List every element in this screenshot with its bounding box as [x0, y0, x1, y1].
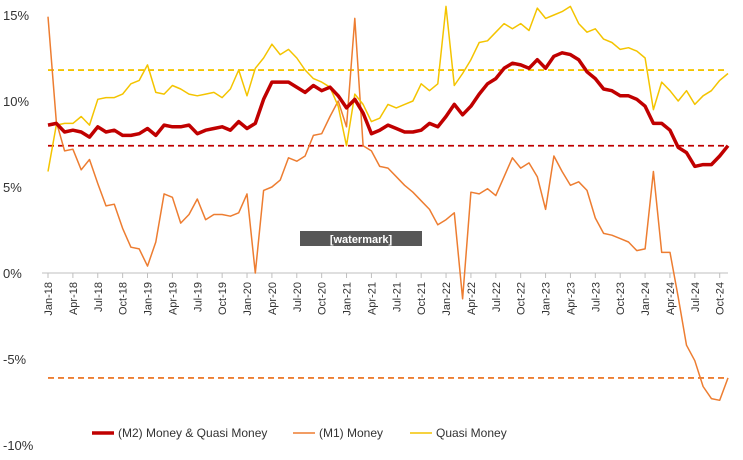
x-tick-label: Jul-20 — [292, 282, 304, 312]
x-tick-label: Apr-23 — [565, 282, 577, 315]
x-tick-label: Jul-24 — [690, 282, 702, 312]
x-axis-tick-labels: Jan-18 Apr-18 Jul-18 Oct-18 Jan-19 Apr-19 Jul-… — [43, 282, 727, 316]
series-line-m2 — [47, 51, 730, 169]
y-tick-label: -5% — [3, 352, 27, 367]
x-tick-label: Jan-20 — [242, 282, 254, 316]
x-tick-label: Jul-22 — [491, 282, 503, 312]
watermark-text: [watermark] — [330, 234, 393, 246]
x-tick-label: Jan-24 — [640, 282, 652, 316]
y-tick-label: 0% — [3, 266, 22, 281]
x-tick-label: Apr-19 — [167, 282, 179, 315]
legend-label: (M1) Money — [319, 426, 383, 440]
x-tick-label: Jan-21 — [342, 282, 354, 316]
x-tick-label: Oct-23 — [615, 282, 627, 315]
watermark-block — [300, 231, 422, 246]
y-axis-tick-labels: 15% 10% 5% 0% -5% -10% — [3, 8, 34, 453]
legend-item: (M2) Money & Quasi Money — [92, 426, 267, 440]
y-tick-label: 10% — [3, 94, 29, 109]
x-tick-label: Apr-22 — [466, 282, 478, 315]
x-tick-label: Apr-18 — [68, 282, 80, 315]
series-line-quasi-money — [47, 5, 729, 172]
x-tick-label: Apr-24 — [665, 282, 677, 315]
legend-item: (M1) Money — [293, 426, 383, 440]
x-tick-label: Apr-21 — [366, 282, 378, 315]
x-tick-label: Jan-22 — [441, 282, 453, 316]
x-tick-label: Jan-18 — [43, 282, 55, 316]
x-tick-label: Apr-20 — [267, 282, 279, 315]
y-tick-label: 15% — [3, 8, 29, 23]
x-tick-label: Jul-19 — [192, 282, 204, 312]
legend-label: Quasi Money — [436, 426, 507, 440]
x-tick-label: Oct-19 — [217, 282, 229, 315]
y-tick-label: 5% — [3, 180, 22, 195]
x-tick-label: Jul-21 — [391, 282, 403, 312]
x-tick-label: Oct-22 — [516, 282, 528, 315]
y-tick-label: -10% — [3, 438, 34, 453]
x-tick-label: Oct-20 — [317, 282, 329, 315]
x-tick-label: Oct-24 — [715, 282, 727, 315]
reference-lines — [48, 69, 728, 379]
x-axis-ticks — [47, 273, 721, 278]
legend-label: (M2) Money & Quasi Money — [118, 426, 267, 440]
x-tick-label: Jan-23 — [541, 282, 553, 316]
x-tick-label: Oct-18 — [118, 282, 130, 315]
x-tick-label: Jul-18 — [93, 282, 105, 312]
legend: (M2) Money & Quasi Money (M1) Money Quasi … — [92, 426, 507, 440]
legend-item: Quasi Money — [410, 426, 507, 440]
x-tick-label: Jan-19 — [143, 282, 155, 316]
series-line-m1 — [47, 16, 729, 402]
watermark: [watermark] — [300, 231, 422, 246]
x-tick-label: Jul-23 — [590, 282, 602, 312]
series-lines — [47, 5, 730, 402]
x-tick-label: Oct-21 — [416, 282, 428, 315]
